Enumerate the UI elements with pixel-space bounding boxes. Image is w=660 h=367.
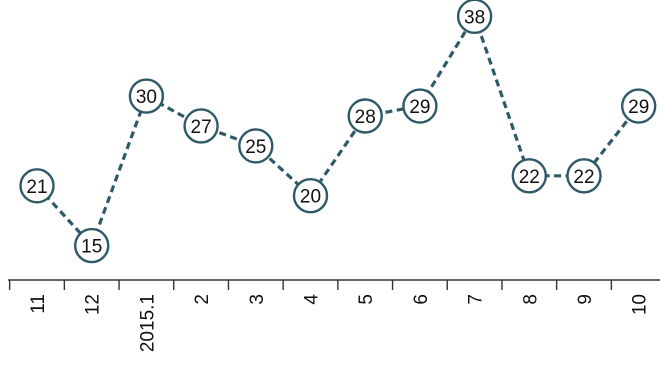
data-point-marker [183,108,219,144]
x-tick-label: 5 [356,294,377,305]
data-point-2: 27 [183,108,219,144]
data-point-4: 20 [292,178,329,214]
data-point-marker [511,158,547,194]
data-label: 29 [409,97,430,118]
data-point-10: 29 [621,88,657,124]
data-point-7: 38 [456,0,493,35]
x-tick-label: 2015.1 [137,294,158,352]
data-point-marker [292,178,329,214]
x-tick-label: 8 [520,294,541,305]
x-tick-label: 2 [192,294,213,305]
x-tick-label: 9 [575,294,596,305]
data-point-9: 22 [566,158,602,194]
data-label: 29 [628,97,649,118]
x-tick-label: 10 [630,294,651,315]
data-point-8: 22 [511,158,547,194]
data-label: 28 [355,107,376,128]
data-label: 21 [26,177,47,198]
data-point-marker [402,88,438,124]
data-label: 30 [136,87,157,108]
data-point-2015.1: 30 [128,78,165,114]
x-axis: 11 12 2015.1 2 3 4 5 6 7 8 9 10 [8,279,660,352]
x-tick-label: 11 [28,294,49,314]
data-point-marker [566,158,602,194]
data-label: 38 [464,7,485,28]
data-label: 25 [245,137,266,158]
x-tick-label: 4 [302,294,323,305]
data-point-marker [73,227,110,264]
x-tick-label: 12 [83,294,104,315]
data-label: 22 [519,167,540,188]
data-point-marker [621,88,657,124]
data-point-5: 28 [347,98,383,134]
data-label: 20 [300,187,321,208]
data-point-marker [238,128,274,164]
data-point-marker [456,0,493,35]
data-point-3: 25 [238,128,274,164]
data-point-6: 29 [402,88,438,124]
data-label: 15 [81,237,102,258]
data-label: 27 [191,117,212,138]
x-tick-label: 3 [247,294,268,305]
data-points-group: 21 15 30 27 25 20 28 29 38 22 22 29 [19,0,657,264]
data-point-marker [128,78,165,114]
series-line [35,14,640,248]
series-line-group [35,14,640,248]
data-label: 22 [573,167,594,188]
data-point-12: 15 [73,227,110,264]
x-tick-label: 7 [466,294,487,305]
data-point-11: 21 [19,168,55,204]
data-point-marker [347,98,383,134]
data-point-marker [19,168,55,204]
x-tick-label: 6 [411,294,432,305]
